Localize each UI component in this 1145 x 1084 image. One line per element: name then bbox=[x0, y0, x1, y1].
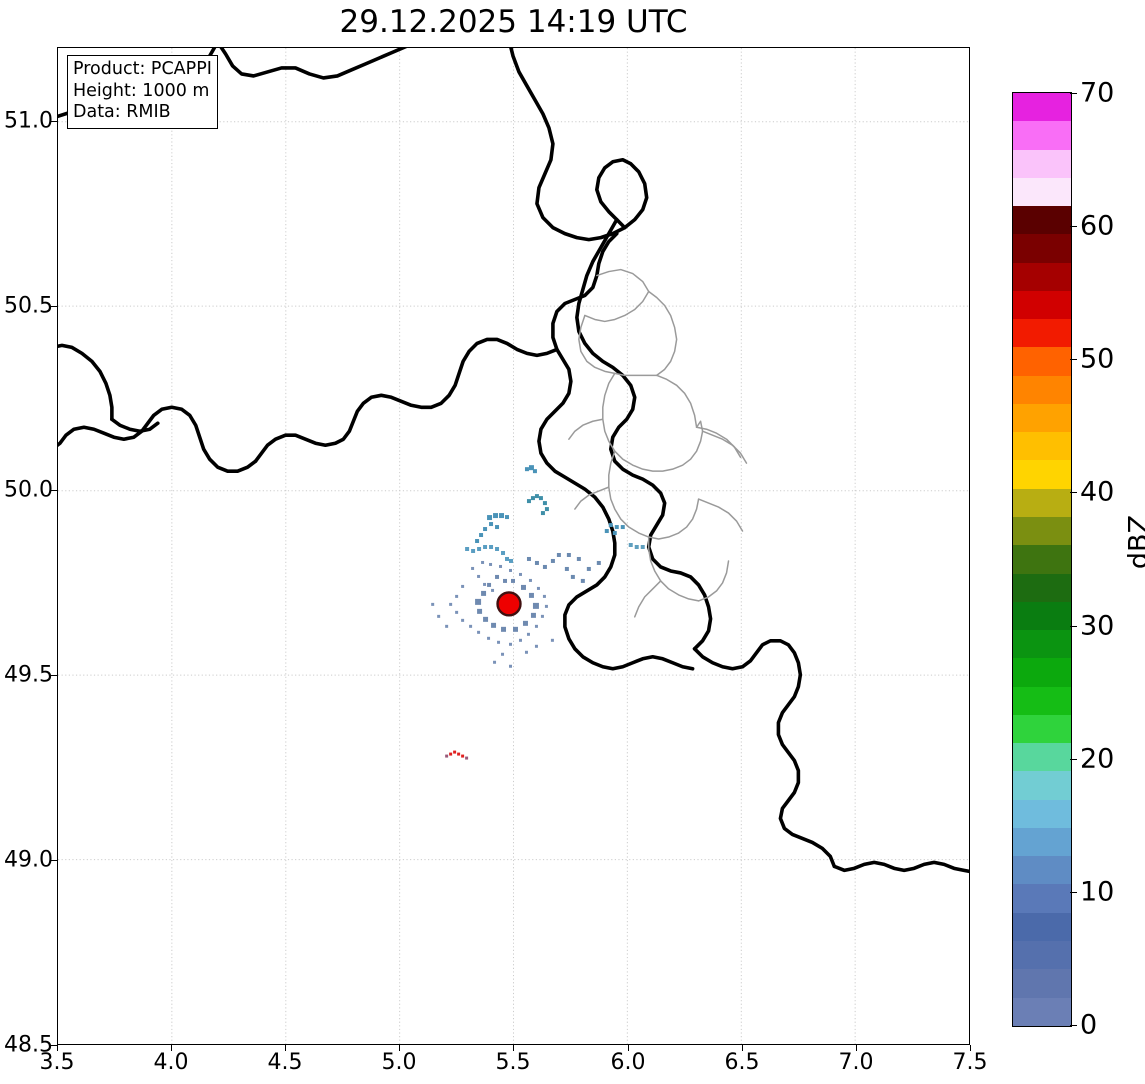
xtick-label-65: 6.5 bbox=[724, 1050, 760, 1075]
colorbar-band bbox=[1013, 997, 1071, 1026]
colorbar-band bbox=[1013, 573, 1071, 602]
colorbar-band bbox=[1013, 658, 1071, 687]
colorbar-axis-label: dBZ bbox=[1123, 514, 1145, 570]
colorbar-band bbox=[1013, 403, 1071, 433]
ytick-label-485: 48.5 bbox=[4, 1032, 53, 1058]
xtick-mark-50 bbox=[399, 1045, 400, 1051]
colorbar-band bbox=[1013, 714, 1071, 744]
cbtick-mark-10 bbox=[1070, 892, 1077, 893]
colorbar-band bbox=[1013, 234, 1071, 263]
xtick-label-45: 4.5 bbox=[267, 1050, 303, 1075]
info-height: Height: 1000 m bbox=[73, 80, 210, 101]
xtick-label-70: 7.0 bbox=[838, 1050, 874, 1075]
ytick-label-505: 50.5 bbox=[4, 293, 53, 319]
colorbar-band bbox=[1013, 149, 1071, 178]
colorbar-band bbox=[1013, 375, 1071, 404]
colorbar-band bbox=[1013, 771, 1071, 800]
cbtick-mark-30 bbox=[1070, 626, 1077, 627]
ytick-mark-505 bbox=[51, 306, 57, 307]
colorbar-band bbox=[1013, 827, 1071, 857]
xtick-label-40: 4.0 bbox=[153, 1050, 189, 1075]
colorbar-band bbox=[1013, 290, 1071, 320]
ytick-mark-485 bbox=[51, 1045, 57, 1046]
colorbar-band bbox=[1013, 912, 1071, 941]
xtick-mark-55 bbox=[513, 1045, 514, 1051]
ytick-label-51: 51.0 bbox=[4, 108, 53, 134]
colorbar-band bbox=[1013, 319, 1071, 348]
map-plot-area[interactable]: Product: PCAPPI Height: 1000 m Data: RMI… bbox=[57, 47, 970, 1045]
cbtick-mark-0 bbox=[1070, 1025, 1077, 1026]
radar-site-marker[interactable] bbox=[496, 591, 522, 617]
xtick-mark-35 bbox=[57, 1045, 58, 1051]
colorbar-band bbox=[1013, 630, 1071, 659]
map-canvas bbox=[58, 48, 969, 1044]
colorbar-band bbox=[1013, 969, 1071, 998]
region-borders bbox=[568, 268, 748, 618]
xtick-label-50: 5.0 bbox=[381, 1050, 417, 1075]
cbtick-mark-20 bbox=[1070, 759, 1077, 760]
radar-echo-field bbox=[431, 465, 645, 760]
colorbar-band bbox=[1013, 743, 1071, 772]
xtick-label-55: 5.5 bbox=[495, 1050, 531, 1075]
colorbar[interactable] bbox=[1012, 92, 1072, 1027]
ytick-mark-49 bbox=[51, 860, 57, 861]
colorbar-band bbox=[1013, 884, 1071, 913]
colorbar-band bbox=[1013, 545, 1071, 574]
ytick-label-49: 49.0 bbox=[4, 847, 53, 873]
cbtick-label-40: 40 bbox=[1080, 476, 1115, 508]
xtick-mark-75 bbox=[970, 1045, 971, 1051]
cbtick-mark-70 bbox=[1070, 93, 1077, 94]
xtick-mark-45 bbox=[285, 1045, 286, 1051]
ytick-mark-495 bbox=[51, 675, 57, 676]
cbtick-label-10: 10 bbox=[1080, 876, 1115, 908]
info-product: Product: PCAPPI bbox=[73, 59, 212, 79]
colorbar-band bbox=[1013, 262, 1071, 291]
cbtick-mark-60 bbox=[1070, 226, 1077, 227]
colorbar-band bbox=[1013, 460, 1071, 489]
colorbar-band bbox=[1013, 121, 1071, 150]
cbtick-label-20: 20 bbox=[1080, 743, 1115, 775]
colorbar-band bbox=[1013, 856, 1071, 885]
cbtick-label-60: 60 bbox=[1080, 210, 1115, 242]
colorbar-band bbox=[1013, 940, 1071, 970]
cbtick-label-0: 0 bbox=[1080, 1009, 1098, 1041]
colorbar-band bbox=[1013, 601, 1071, 631]
xtick-mark-60 bbox=[628, 1045, 629, 1051]
info-box: Product: PCAPPI Height: 1000 m Data: RMI… bbox=[67, 55, 218, 129]
figure-title: 29.12.2025 14:19 UTC bbox=[339, 4, 688, 40]
colorbar-band bbox=[1013, 516, 1071, 546]
ytick-label-50: 50.0 bbox=[4, 477, 53, 503]
cbtick-label-30: 30 bbox=[1080, 610, 1115, 642]
cbtick-label-50: 50 bbox=[1080, 343, 1115, 375]
colorbar-band bbox=[1013, 206, 1071, 235]
cbtick-mark-40 bbox=[1070, 492, 1077, 493]
colorbar-band bbox=[1013, 93, 1071, 122]
colorbar-band bbox=[1013, 799, 1071, 828]
colorbar-band bbox=[1013, 686, 1071, 715]
colorbar-band bbox=[1013, 177, 1071, 207]
colorbar-band bbox=[1013, 432, 1071, 461]
cbtick-label-70: 70 bbox=[1080, 77, 1115, 109]
grid-lines bbox=[58, 48, 969, 1044]
ytick-mark-50 bbox=[51, 490, 57, 491]
xtick-label-75: 7.5 bbox=[952, 1050, 988, 1075]
xtick-label-60: 6.0 bbox=[610, 1050, 646, 1075]
colorbar-band bbox=[1013, 488, 1071, 517]
ytick-mark-51 bbox=[51, 121, 57, 122]
country-borders bbox=[58, 48, 969, 874]
cbtick-mark-50 bbox=[1070, 359, 1077, 360]
colorbar-band bbox=[1013, 347, 1071, 376]
xtick-mark-70 bbox=[856, 1045, 857, 1051]
info-data: Data: RMIB bbox=[73, 102, 171, 122]
xtick-mark-40 bbox=[171, 1045, 172, 1051]
xtick-label-35: 3.5 bbox=[39, 1050, 75, 1075]
xtick-mark-65 bbox=[742, 1045, 743, 1051]
ytick-label-495: 49.5 bbox=[4, 662, 53, 688]
